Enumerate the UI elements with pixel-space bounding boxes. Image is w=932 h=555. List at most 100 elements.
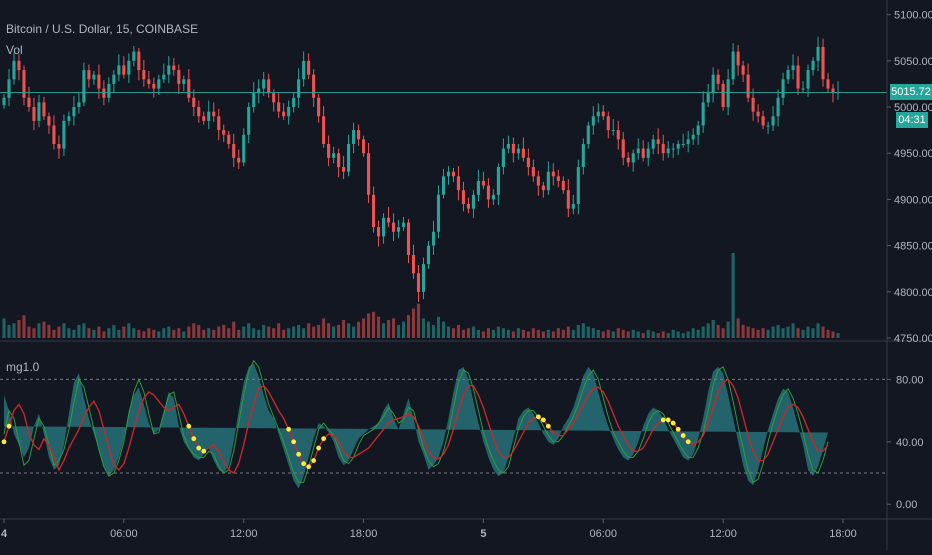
- candle-body[interactable]: [22, 70, 26, 98]
- candle-body[interactable]: [506, 143, 510, 149]
- candle-body[interactable]: [521, 148, 525, 158]
- candle-body[interactable]: [282, 111, 286, 117]
- candle-body[interactable]: [461, 190, 465, 205]
- indicator-label[interactable]: mg1.0: [6, 360, 40, 374]
- candle-body[interactable]: [626, 157, 630, 163]
- candle-body[interactable]: [72, 107, 76, 117]
- candle-body[interactable]: [496, 167, 500, 195]
- candle-body[interactable]: [287, 107, 291, 117]
- candle-body[interactable]: [327, 143, 331, 158]
- candle-body[interactable]: [691, 134, 695, 140]
- candle-body[interactable]: [826, 79, 830, 89]
- candle-body[interactable]: [631, 153, 635, 163]
- candle-body[interactable]: [12, 60, 16, 80]
- candle-body[interactable]: [446, 171, 451, 177]
- candle-body[interactable]: [92, 74, 96, 80]
- candle-body[interactable]: [127, 60, 131, 75]
- candle-body[interactable]: [367, 153, 371, 195]
- candle-body[interactable]: [781, 79, 785, 98]
- candle-body[interactable]: [551, 171, 555, 177]
- candle-body[interactable]: [801, 88, 805, 90]
- candle-body[interactable]: [516, 148, 520, 154]
- candle-body[interactable]: [456, 176, 461, 191]
- candle-body[interactable]: [541, 185, 545, 191]
- candle-body[interactable]: [227, 134, 231, 144]
- candle-body[interactable]: [122, 65, 126, 75]
- candle-body[interactable]: [187, 79, 191, 98]
- candle-body[interactable]: [57, 143, 61, 149]
- candle-body[interactable]: [307, 60, 311, 75]
- candle-body[interactable]: [491, 194, 495, 200]
- candle-body[interactable]: [222, 130, 226, 135]
- candle-body[interactable]: [352, 130, 356, 144]
- candle-body[interactable]: [37, 102, 41, 121]
- candle-body[interactable]: [601, 111, 605, 117]
- candle-body[interactable]: [426, 245, 431, 265]
- candle-body[interactable]: [391, 222, 396, 232]
- candle-body[interactable]: [27, 97, 31, 108]
- candle-body[interactable]: [232, 143, 236, 158]
- candle-body[interactable]: [42, 102, 46, 117]
- candle-body[interactable]: [277, 102, 281, 112]
- candle-body[interactable]: [756, 111, 760, 117]
- candle-body[interactable]: [611, 130, 615, 132]
- candle-body[interactable]: [441, 176, 446, 195]
- candle-body[interactable]: [192, 97, 196, 108]
- candle-body[interactable]: [711, 74, 715, 94]
- candle-body[interactable]: [137, 51, 141, 71]
- candle-body[interactable]: [242, 134, 246, 163]
- candle-body[interactable]: [651, 139, 655, 149]
- candle-body[interactable]: [212, 111, 216, 117]
- candle-body[interactable]: [52, 125, 56, 144]
- candle-body[interactable]: [661, 143, 665, 154]
- candle-body[interactable]: [776, 97, 780, 117]
- candle-body[interactable]: [771, 116, 775, 126]
- candle-body[interactable]: [571, 204, 575, 209]
- candle-body[interactable]: [806, 70, 810, 89]
- candle-body[interactable]: [786, 70, 790, 80]
- candle-body[interactable]: [406, 222, 411, 255]
- candle-body[interactable]: [636, 148, 640, 154]
- candle-body[interactable]: [796, 65, 800, 89]
- candle-body[interactable]: [157, 79, 161, 89]
- candle-body[interactable]: [811, 60, 815, 71]
- candle-body[interactable]: [481, 180, 485, 186]
- candle-body[interactable]: [536, 176, 540, 186]
- candle-body[interactable]: [347, 143, 351, 172]
- candle-body[interactable]: [466, 204, 470, 209]
- candle-body[interactable]: [451, 171, 456, 177]
- candle-body[interactable]: [197, 107, 201, 117]
- candle-body[interactable]: [377, 227, 381, 237]
- candle-body[interactable]: [656, 139, 660, 144]
- candle-body[interactable]: [431, 231, 436, 246]
- candle-body[interactable]: [671, 148, 675, 150]
- candle-body[interactable]: [726, 79, 730, 108]
- candle-body[interactable]: [217, 116, 221, 131]
- candle-body[interactable]: [337, 153, 341, 168]
- candle-body[interactable]: [556, 176, 560, 181]
- candle-body[interactable]: [791, 65, 795, 71]
- candle-body[interactable]: [696, 125, 700, 135]
- candle-body[interactable]: [396, 227, 401, 232]
- candle-body[interactable]: [77, 102, 81, 108]
- candle-body[interactable]: [721, 83, 725, 108]
- candle-body[interactable]: [47, 116, 51, 126]
- candle-body[interactable]: [162, 74, 166, 80]
- candle-body[interactable]: [751, 97, 755, 112]
- candle-body[interactable]: [576, 167, 580, 205]
- candle-body[interactable]: [736, 51, 740, 66]
- candle-body[interactable]: [586, 125, 590, 144]
- candle-body[interactable]: [761, 116, 765, 126]
- candle-body[interactable]: [362, 139, 366, 154]
- candle-body[interactable]: [606, 116, 610, 131]
- candle-body[interactable]: [17, 60, 21, 71]
- candle-body[interactable]: [411, 254, 416, 274]
- candle-body[interactable]: [102, 88, 106, 98]
- candle-body[interactable]: [342, 167, 346, 172]
- candle-body[interactable]: [381, 217, 386, 237]
- candle-body[interactable]: [731, 51, 735, 80]
- candle-body[interactable]: [746, 74, 750, 98]
- candle-body[interactable]: [596, 111, 600, 117]
- candle-body[interactable]: [112, 74, 116, 84]
